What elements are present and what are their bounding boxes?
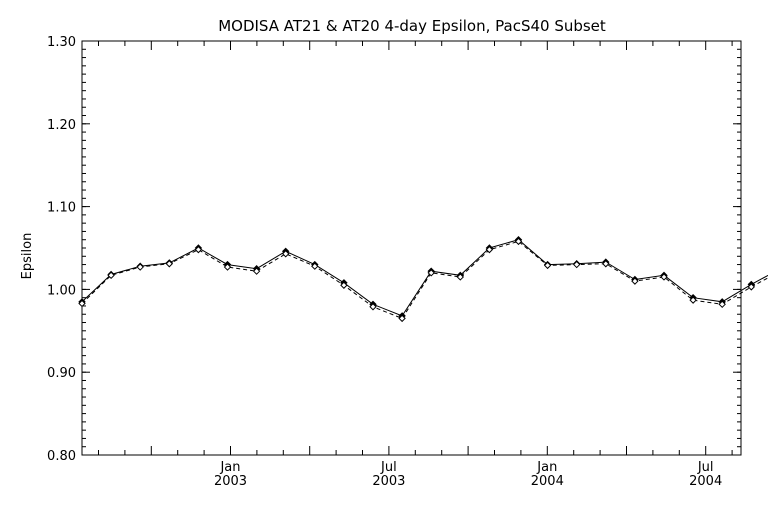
series-2-point bbox=[369, 303, 377, 311]
axis-ticks bbox=[82, 40, 741, 456]
x-tick-year-label: 2003 bbox=[214, 474, 247, 489]
chart-title: MODISA AT21 & AT20 4-day Epsilon, PacS40… bbox=[218, 17, 606, 35]
series-2-point bbox=[223, 263, 232, 271]
series-2-point bbox=[602, 260, 610, 268]
y-tick-labels: 0.80 0.90 1.00 1.10 1.20 1.30 bbox=[47, 35, 76, 464]
series-1-line bbox=[81, 239, 768, 317]
series-2-point bbox=[340, 281, 348, 289]
series-2-point bbox=[281, 250, 290, 258]
series-2-point bbox=[107, 271, 115, 280]
x-tick-year-label: 2004 bbox=[689, 474, 722, 489]
series-2-point bbox=[194, 245, 203, 254]
x-tick-month-label: Jul bbox=[380, 460, 397, 475]
series-2-point bbox=[136, 263, 144, 271]
y-tick-label: 1.00 bbox=[47, 283, 76, 298]
series-2-point bbox=[427, 269, 435, 277]
x-tick-year-label: 2003 bbox=[372, 474, 405, 489]
series-2-point bbox=[252, 267, 261, 275]
series-2-point bbox=[631, 277, 639, 285]
series-layer bbox=[78, 236, 768, 323]
y-tick-label: 1.30 bbox=[47, 35, 76, 50]
series-2-point bbox=[689, 296, 697, 304]
y-axis-label: Epsilon bbox=[20, 233, 35, 280]
series-2-point bbox=[572, 260, 581, 269]
x-tick-year-label: 2004 bbox=[531, 474, 564, 489]
series-2-point bbox=[456, 273, 465, 281]
y-tick-label: 0.80 bbox=[47, 449, 76, 464]
y-tick-label: 1.10 bbox=[47, 201, 76, 216]
y-tick-label: 1.20 bbox=[47, 118, 76, 133]
series-2-point bbox=[78, 299, 86, 308]
x-tick-month-label: Jan bbox=[536, 460, 557, 475]
series-2-point bbox=[660, 273, 668, 281]
series-2-point bbox=[718, 300, 726, 309]
y-tick-label: 0.90 bbox=[47, 366, 76, 381]
series-2-point bbox=[514, 237, 523, 246]
series-2-point bbox=[165, 260, 174, 268]
series-2-point bbox=[485, 245, 494, 254]
plot-frame bbox=[81, 40, 742, 456]
series-2-point bbox=[311, 262, 319, 270]
series-2-line bbox=[81, 240, 768, 320]
x-tick-month-label: Jan bbox=[219, 460, 240, 475]
series-2-point bbox=[543, 261, 552, 270]
series-2-point bbox=[747, 283, 756, 291]
series-2-point bbox=[398, 314, 406, 323]
x-tick-month-label: Jul bbox=[697, 460, 714, 475]
